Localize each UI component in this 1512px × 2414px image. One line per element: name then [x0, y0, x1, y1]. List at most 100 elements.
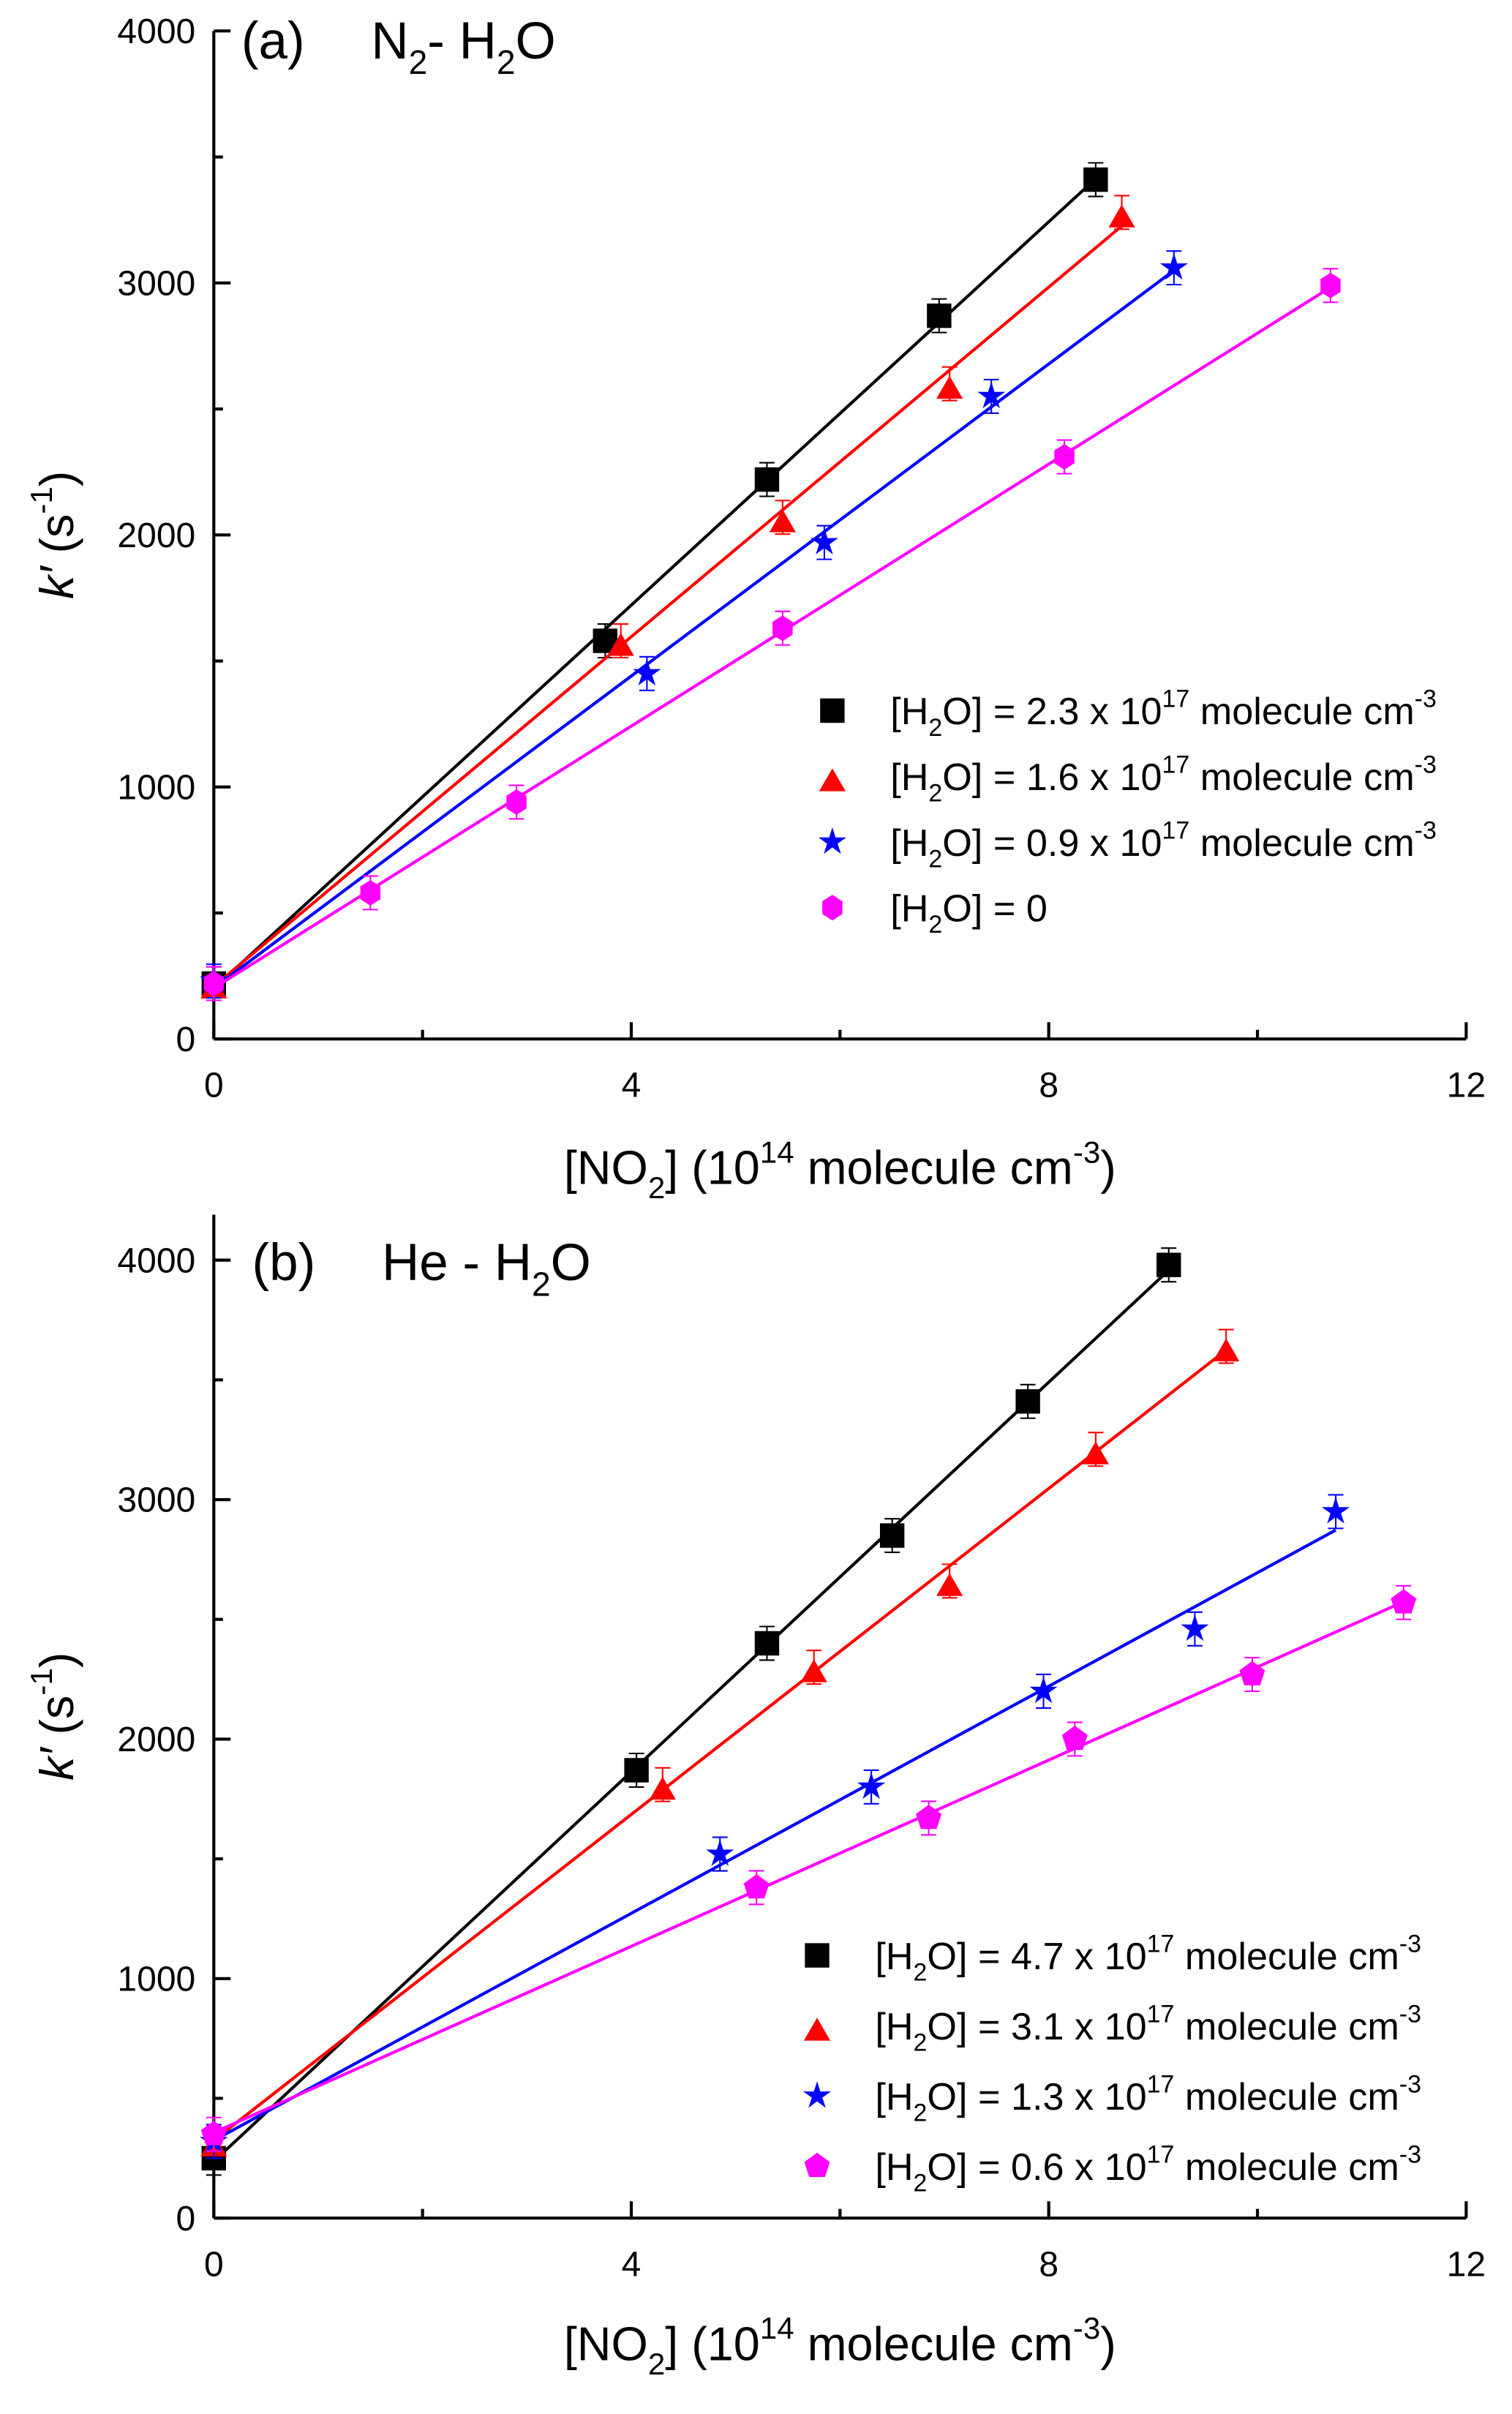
- text-part: 2: [914, 2029, 928, 2057]
- text-part: 2: [648, 2347, 665, 2381]
- pentagon-marker: [743, 1874, 770, 1899]
- text-part: -3: [1073, 1135, 1100, 1170]
- x-tick-label: 12: [1447, 2246, 1486, 2285]
- text-part: O] = 1.6 x 10: [942, 756, 1162, 799]
- hexagon-marker: [203, 971, 225, 997]
- square-marker: [624, 1758, 649, 1783]
- y-tick-label: 4000: [117, 1241, 195, 1280]
- pentagon-marker: [1239, 1661, 1265, 1685]
- text-part: 2: [648, 1170, 665, 1205]
- text-part: [H: [875, 2146, 913, 2189]
- pentagon-marker: [1061, 1726, 1088, 1751]
- hexagon-marker: [772, 615, 793, 642]
- text-part: 17: [1147, 1930, 1175, 1958]
- text-part: -3: [1399, 2000, 1421, 2028]
- text-part: O] = 0.9 x 10: [942, 822, 1162, 865]
- hexagon-marker: [360, 879, 381, 906]
- fit-line: [213, 286, 1332, 990]
- text-part: [H: [875, 2076, 913, 2118]
- y-axis-label: k′ (s-1): [24, 471, 83, 599]
- text-part: ): [1100, 2317, 1116, 2370]
- fit-line: [212, 177, 1097, 990]
- star-marker: [1029, 1676, 1058, 1704]
- square-marker: [927, 303, 952, 328]
- text-part: k′: [30, 1747, 83, 1781]
- text-part: 2: [914, 1959, 928, 1987]
- text-part: O] = 1.3 x 10: [927, 2076, 1146, 2118]
- hexagon-marker: [506, 789, 527, 816]
- x-tick-label: 4: [622, 1067, 642, 1105]
- text-part: molecule cm: [794, 2317, 1073, 2370]
- x-tick-label: 4: [622, 2246, 642, 2285]
- text-part: -1: [24, 486, 59, 514]
- hexagon-marker: [1320, 272, 1341, 298]
- text-part: [H: [890, 822, 928, 865]
- text-part: -3: [1073, 2311, 1100, 2345]
- x-tick-label: 8: [1039, 1067, 1058, 1105]
- text-part: 2: [409, 43, 428, 81]
- panel-title: He - H2O: [382, 1234, 591, 1303]
- text-part: 2: [914, 2170, 928, 2197]
- square-marker: [879, 1523, 905, 1548]
- series: [203, 268, 1341, 1001]
- x-axis-label: [NO2] (1014 molecule cm-3): [564, 1135, 1116, 1206]
- x-tick-label: 12: [1447, 1067, 1486, 1105]
- text-part: 17: [1147, 2000, 1175, 2028]
- text-part: -3: [1399, 2140, 1421, 2168]
- text-part: 2: [532, 1266, 551, 1304]
- triangle-marker: [1213, 1338, 1240, 1361]
- legend-marker: [802, 2081, 832, 2108]
- series: [200, 1328, 1240, 2159]
- text-part: ): [30, 1652, 83, 1669]
- triangle-marker: [936, 1573, 963, 1596]
- text-part: He - H: [382, 1234, 532, 1292]
- y-tick-label: 1000: [117, 1960, 195, 1998]
- x-axis-label: [NO2] (1014 molecule cm-3): [564, 2311, 1116, 2381]
- text-part: 17: [1147, 2070, 1175, 2098]
- legend-marker: [803, 2018, 831, 2041]
- text-part: molecule cm: [794, 1141, 1073, 1195]
- square-marker: [754, 467, 780, 492]
- triangle-marker: [1108, 204, 1135, 228]
- fit-line: [213, 268, 1176, 990]
- star-marker: [633, 658, 661, 686]
- y-tick-label: 0: [176, 2200, 196, 2238]
- text-part: molecule cm: [1189, 756, 1414, 799]
- star-marker: [977, 381, 1006, 409]
- legend-marker: [804, 2152, 830, 2178]
- triangle-marker: [607, 633, 634, 656]
- legend-label: [H2O] = 1.3 x 1017 molecule cm-3: [875, 2070, 1421, 2127]
- text-part: 2: [497, 43, 516, 81]
- y-tick-label: 2000: [117, 1721, 195, 1759]
- text-part: 2: [928, 845, 942, 873]
- y-tick-label: 2000: [117, 516, 195, 555]
- legend-marker: [822, 895, 843, 921]
- y-tick-label: 3000: [117, 265, 195, 304]
- fit-line: [213, 1348, 1227, 2142]
- triangle-marker: [936, 375, 963, 399]
- text-part: N: [371, 12, 408, 70]
- star-marker: [857, 1772, 886, 1800]
- legend-label: [H2O] = 0: [890, 888, 1048, 939]
- series: [200, 250, 1188, 999]
- panel-title: N2- H2O: [371, 12, 555, 81]
- text-part: O: [516, 12, 556, 70]
- triangle-marker: [649, 1776, 676, 1800]
- square-marker: [1015, 1389, 1040, 1414]
- series: [200, 195, 1135, 1001]
- legend-marker: [820, 698, 845, 723]
- text-part: [NO: [564, 2317, 648, 2370]
- text-part: k′: [30, 565, 83, 599]
- text-part: O] = 2.3 x 10: [942, 691, 1162, 733]
- triangle-marker: [1082, 1441, 1109, 1464]
- text-part: [H: [890, 691, 928, 733]
- star-marker: [706, 1839, 734, 1866]
- x-tick-label: 0: [204, 1067, 224, 1105]
- text-part: - H: [427, 12, 497, 70]
- text-part: 17: [1162, 816, 1190, 844]
- text-part: 2: [928, 714, 942, 742]
- text-part: ] (10: [665, 1141, 760, 1195]
- text-part: 14: [760, 2311, 794, 2345]
- text-part: ): [30, 471, 83, 487]
